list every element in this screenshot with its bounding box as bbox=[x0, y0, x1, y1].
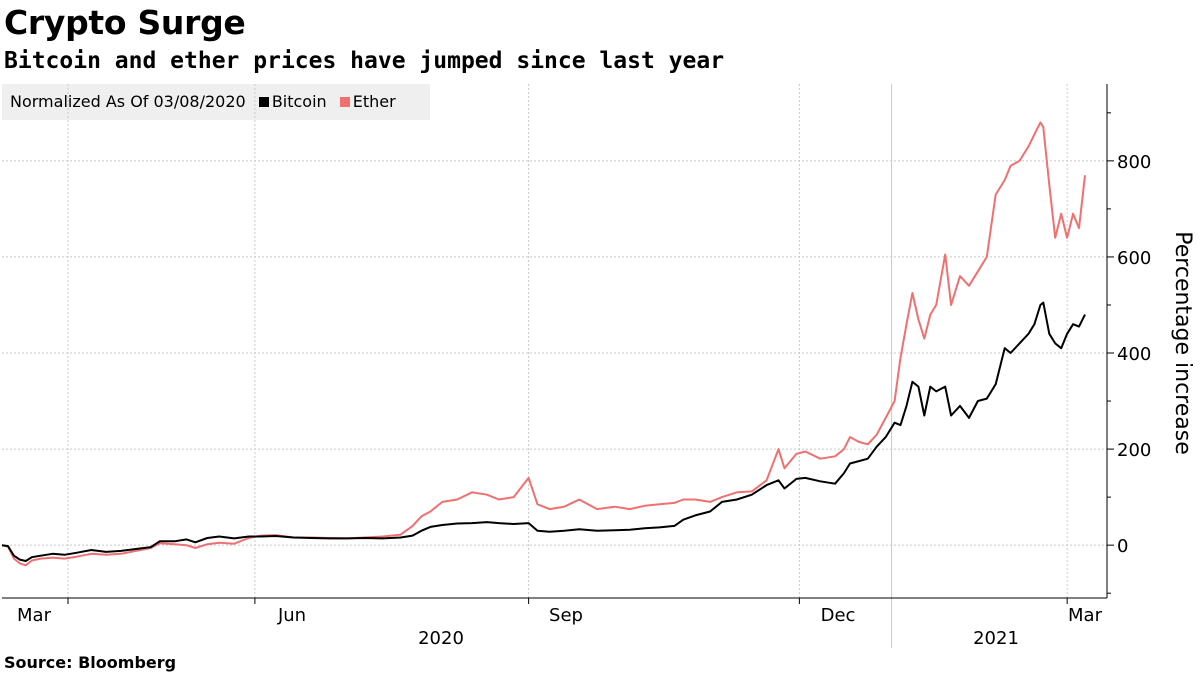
legend-note: Normalized As Of 03/08/2020 bbox=[10, 92, 246, 111]
series-line-bitcoin bbox=[1, 301, 1086, 562]
x-tick-label-0: Mar bbox=[17, 605, 52, 626]
gridlines bbox=[2, 84, 1107, 648]
legend-label-ether: Ether bbox=[352, 92, 396, 111]
legend: Normalized As Of 03/08/2020 Bitcoin Ethe… bbox=[2, 84, 430, 120]
y-tick-label-400: 400 bbox=[1117, 344, 1151, 365]
tick-labels: 0 200 400 600 800 Mar Jun Sep Dec Mar 2020 2021 bbox=[17, 152, 1151, 649]
legend-label-bitcoin: Bitcoin bbox=[271, 92, 327, 111]
chart-subtitle: Bitcoin and ether prices have jumped sin… bbox=[4, 48, 725, 74]
x-tick-label-3: Dec bbox=[821, 605, 856, 626]
x-tick-label-2: Sep bbox=[549, 605, 583, 626]
y-tick-label-200: 200 bbox=[1117, 440, 1151, 461]
x-tick-label-1: Jun bbox=[277, 605, 306, 626]
y-tick-label-0: 0 bbox=[1117, 536, 1128, 557]
year-label-2020: 2020 bbox=[418, 628, 464, 649]
legend-swatch-ether bbox=[339, 96, 350, 107]
series-lines bbox=[1, 121, 1086, 567]
y-axis-label: Percentage increase bbox=[1170, 231, 1195, 454]
axes bbox=[2, 84, 1114, 604]
source-note: Source: Bloomberg bbox=[4, 653, 177, 672]
legend-item-bitcoin: Bitcoin bbox=[258, 92, 332, 111]
legend-swatch-bitcoin bbox=[258, 96, 269, 107]
y-tick-label-800: 800 bbox=[1117, 152, 1151, 173]
legend-item-ether: Ether bbox=[339, 92, 396, 111]
series-line-ether bbox=[1, 121, 1086, 567]
year-label-2021: 2021 bbox=[973, 628, 1019, 649]
chart-title: Crypto Surge bbox=[4, 3, 246, 42]
y-tick-label-600: 600 bbox=[1117, 248, 1151, 269]
x-tick-label-4: Mar bbox=[1068, 605, 1103, 626]
